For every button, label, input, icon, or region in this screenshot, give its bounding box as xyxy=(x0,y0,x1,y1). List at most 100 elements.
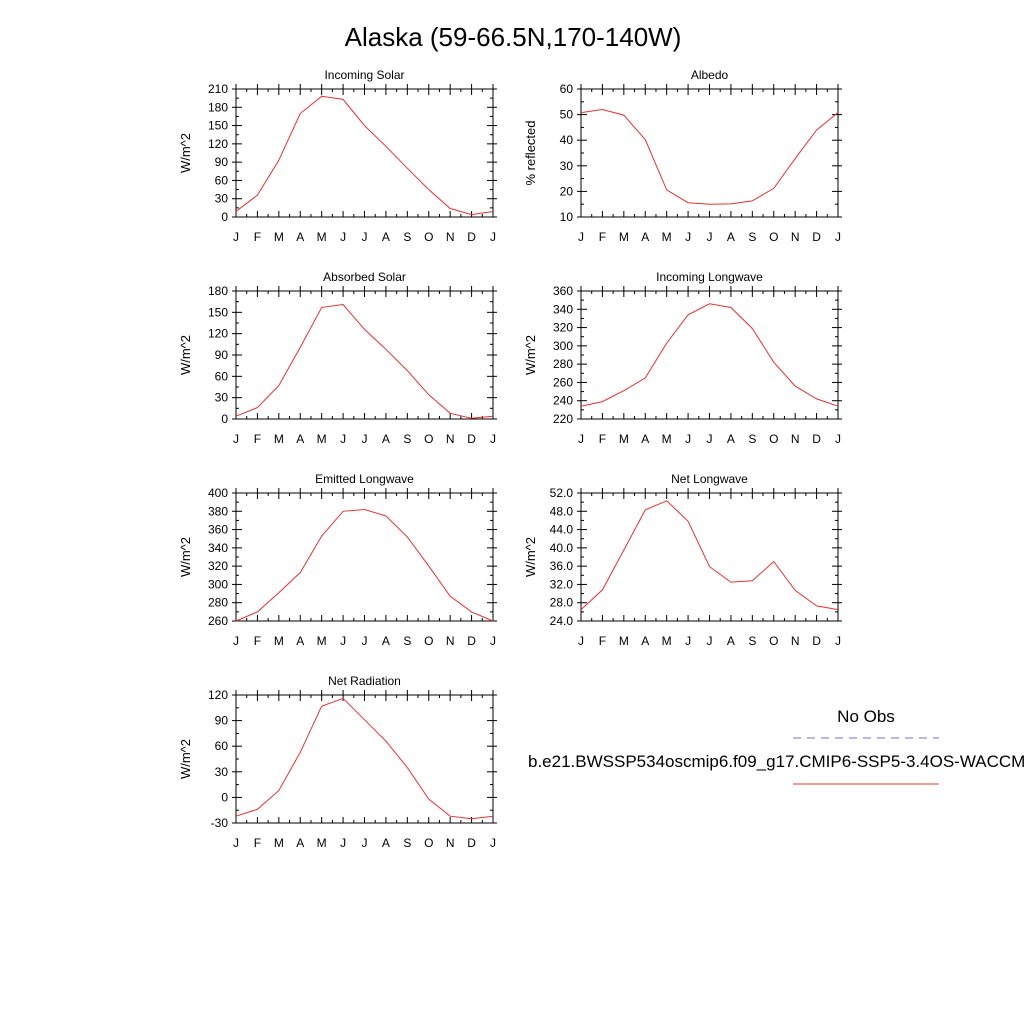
y-tick-label: 0 xyxy=(221,790,228,804)
series-line-incoming-longwave xyxy=(580,303,839,407)
x-tick-label: M xyxy=(662,634,672,648)
x-tick-label: J xyxy=(707,230,713,244)
x-tick-label: J xyxy=(578,432,584,446)
y-tick-label: 300 xyxy=(553,339,573,353)
x-tick-label: J xyxy=(835,432,841,446)
legend: No Obs b.e21.BWSSP534oscmip6.f09_g17.CMI… xyxy=(528,707,1024,785)
x-tick-label: A xyxy=(727,634,735,648)
x-tick-label: M xyxy=(274,230,284,244)
plot-frame xyxy=(235,492,494,622)
x-tick-label: J xyxy=(685,432,691,446)
x-tick-label: M xyxy=(274,432,284,446)
x-tick-label: J xyxy=(233,836,239,850)
y-axis-label: W/m^2 xyxy=(178,739,193,779)
plot-frame xyxy=(580,290,839,420)
y-tick-label: 210 xyxy=(208,82,228,96)
y-tick-label: 50 xyxy=(560,108,574,122)
x-tick-label: S xyxy=(748,230,756,244)
x-tick-label: J xyxy=(362,230,368,244)
x-tick-label: N xyxy=(446,836,455,850)
x-tick-label: F xyxy=(254,432,261,446)
x-tick-label: J xyxy=(340,432,346,446)
x-tick-label: N xyxy=(791,230,800,244)
y-tick-label: 260 xyxy=(553,375,573,389)
x-tick-label: A xyxy=(641,432,649,446)
y-tick-label: 240 xyxy=(553,394,573,408)
x-tick-label: J xyxy=(362,432,368,446)
x-tick-label: A xyxy=(296,836,304,850)
figure-title: Alaska (59-66.5N,170-140W) xyxy=(345,22,682,52)
y-axis-label: W/m^2 xyxy=(178,537,193,577)
y-tick-label: 30 xyxy=(560,159,574,173)
y-tick-label: 90 xyxy=(215,714,229,728)
y-tick-label: 320 xyxy=(208,559,228,573)
x-tick-label: J xyxy=(490,230,496,244)
panel-net-longwave: Net Longwave 24.0 28.0 32.0 36.0 40.0 44.0 48.0… xyxy=(523,472,842,648)
plot-frame xyxy=(235,88,494,218)
x-tick-label: F xyxy=(254,230,261,244)
x-tick-label: M xyxy=(317,836,327,850)
x-tick-label: M xyxy=(274,634,284,648)
x-tick-label: F xyxy=(599,634,606,648)
y-axis-label: % reflected xyxy=(523,120,538,185)
x-tick-label: O xyxy=(424,230,433,244)
x-tick-label: J xyxy=(685,634,691,648)
y-tick-label: 36.0 xyxy=(550,559,574,573)
y-tick-label: 52.0 xyxy=(550,486,574,500)
x-tick-label: O xyxy=(424,432,433,446)
y-axis-label: W/m^2 xyxy=(178,133,193,173)
y-tick-label: 30 xyxy=(215,192,229,206)
x-tick-label: N xyxy=(446,634,455,648)
panel-emitted-longwave: Emitted Longwave 260 280 300 320 340 360 380 400… xyxy=(178,472,497,648)
y-tick-label: 340 xyxy=(553,302,573,316)
x-tick-label: S xyxy=(748,634,756,648)
x-tick-label: A xyxy=(382,432,390,446)
x-tick-label: J xyxy=(707,634,713,648)
x-tick-label: D xyxy=(812,230,821,244)
x-tick-label: J xyxy=(578,230,584,244)
y-tick-label: 60 xyxy=(215,369,229,383)
x-tick-label: D xyxy=(467,432,476,446)
x-tick-label: A xyxy=(727,432,735,446)
x-tick-label: M xyxy=(619,432,629,446)
y-tick-label: 280 xyxy=(553,357,573,371)
y-tick-label: 220 xyxy=(553,412,573,426)
panel-title-albedo: Albedo xyxy=(691,68,729,82)
x-tick-label: O xyxy=(424,634,433,648)
y-tick-label: 120 xyxy=(208,327,228,341)
x-tick-label: M xyxy=(274,836,284,850)
x-tick-label: J xyxy=(233,432,239,446)
panel-title-incoming-longwave: Incoming Longwave xyxy=(656,270,763,284)
x-tick-label: A xyxy=(727,230,735,244)
y-tick-label: 20 xyxy=(560,184,574,198)
x-tick-label: J xyxy=(490,634,496,648)
series-line-net-longwave xyxy=(580,500,839,611)
y-tick-label: 0 xyxy=(221,412,228,426)
x-tick-label: N xyxy=(791,432,800,446)
panel-title-emitted-longwave: Emitted Longwave xyxy=(315,472,414,486)
y-tick-label: 120 xyxy=(208,137,228,151)
x-tick-label: D xyxy=(467,836,476,850)
x-tick-label: A xyxy=(382,836,390,850)
x-tick-label: J xyxy=(340,634,346,648)
x-tick-label: M xyxy=(317,230,327,244)
series-line-absorbed-solar xyxy=(235,303,494,419)
series-line-emitted-longwave xyxy=(235,508,494,622)
x-tick-label: J xyxy=(362,836,368,850)
y-tick-label: 28.0 xyxy=(550,596,574,610)
y-tick-label: 40 xyxy=(560,133,574,147)
legend-label-model: b.e21.BWSSP534oscmip6.f09_g17.CMIP6-SSP5… xyxy=(528,752,1024,771)
x-tick-label: J xyxy=(340,230,346,244)
x-tick-label: D xyxy=(812,432,821,446)
x-tick-label: S xyxy=(403,432,411,446)
x-tick-label: A xyxy=(641,230,649,244)
x-tick-label: A xyxy=(641,634,649,648)
y-tick-label: 360 xyxy=(553,284,573,298)
y-tick-label: 300 xyxy=(208,577,228,591)
x-tick-label: M xyxy=(317,432,327,446)
x-tick-label: F xyxy=(254,836,261,850)
x-tick-label: J xyxy=(835,230,841,244)
y-tick-label: 360 xyxy=(208,523,228,537)
